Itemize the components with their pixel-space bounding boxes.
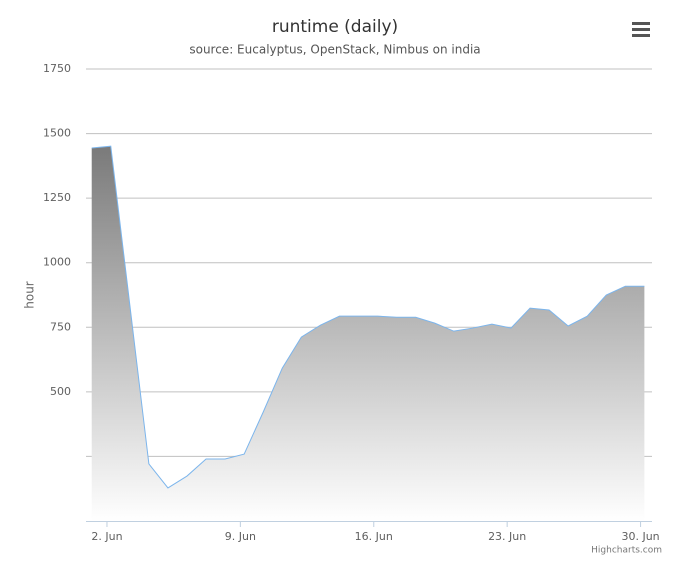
x-tick-label: 2. Jun bbox=[91, 530, 122, 543]
y-tick-label: 1500 bbox=[43, 127, 71, 140]
x-tick-label: 23. Jun bbox=[488, 530, 526, 543]
y-tick-label: 1000 bbox=[43, 256, 71, 269]
menu-bar bbox=[632, 28, 650, 31]
x-tick-label: 16. Jun bbox=[355, 530, 393, 543]
x-tick-label: 30. Jun bbox=[621, 530, 659, 543]
menu-button[interactable] bbox=[632, 22, 650, 37]
area-line bbox=[91, 145, 645, 489]
y-axis-title: hour bbox=[23, 281, 37, 309]
menu-bar bbox=[632, 34, 650, 37]
chart-title: runtime (daily) bbox=[272, 17, 398, 37]
area-fill bbox=[91, 146, 645, 522]
y-tick-label: 1250 bbox=[43, 191, 71, 204]
y-tick-label: 500 bbox=[50, 385, 71, 398]
x-tick-label: 9. Jun bbox=[225, 530, 256, 543]
y-tick-label: 1750 bbox=[43, 62, 71, 75]
credits[interactable]: Highcharts.com bbox=[591, 546, 662, 556]
chart-subtitle: source: Eucalyptus, OpenStack, Nimbus on… bbox=[189, 43, 480, 57]
y-tick-label: 750 bbox=[50, 320, 71, 333]
menu-bar bbox=[632, 22, 650, 25]
